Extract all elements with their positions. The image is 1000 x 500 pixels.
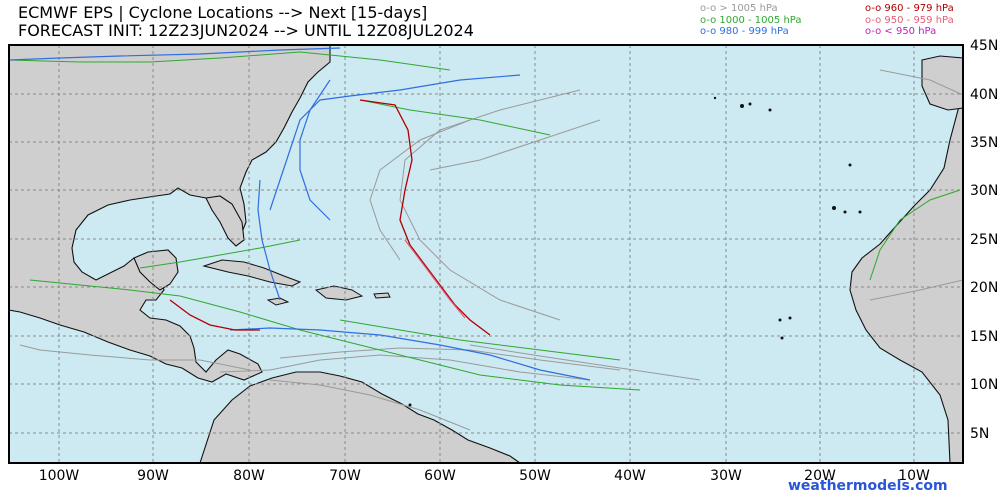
lat-label-35n: 35N (970, 135, 998, 151)
lon-label-90w: 90W (137, 468, 169, 484)
land-south-america (199, 371, 522, 464)
brand-watermark[interactable]: weathermodels.com (788, 478, 948, 494)
legend-entry-960-979: o-o 960 - 979 hPa (865, 3, 954, 14)
latitude-labels: 45N 40N 35N 30N 25N 20N 15N 10N 5N (970, 38, 998, 442)
tracks-960-979 (169, 99, 491, 336)
lon-label-40w: 40W (614, 468, 646, 484)
land-cuba (202, 259, 302, 287)
lat-label-25n: 25N (970, 232, 998, 248)
lat-label-45n: 45N (970, 38, 998, 54)
legend-entry-1000-1005: o-o 1000 - 1005 hPa (700, 14, 802, 26)
lon-label-70w: 70W (329, 468, 361, 484)
legend-entry-gt1005: o-o > 1005 hPa (700, 3, 778, 14)
legend-entry-980-999: o-o 980 - 999 hPa (700, 26, 789, 37)
land-hispaniola (314, 285, 364, 301)
map-grid (9, 45, 963, 463)
lon-label-100w: 100W (39, 468, 80, 484)
land-florida (205, 195, 245, 247)
tracks-gt1005 (19, 69, 964, 431)
title-line-1: ECMWF EPS | Cyclone Locations --> Next [… (18, 3, 428, 22)
lat-label-30n: 30N (970, 183, 998, 199)
land-north-america (8, 44, 331, 383)
legend-entry-lt950: o-o < 950 hPa (865, 26, 937, 37)
land-jamaica (266, 297, 290, 306)
land-yucatan (133, 249, 179, 291)
land-iberia (921, 55, 964, 111)
lat-label-40n: 40N (970, 87, 998, 103)
lat-label-5n: 5N (970, 426, 989, 442)
lat-label-10n: 10N (970, 377, 998, 393)
land-africa (849, 45, 964, 464)
pressure-legend-left: o-o > 1005 hPa o-o 1000 - 1005 hPa o-o 9… (700, 3, 801, 38)
legend-entry-950-959: o-o 950 - 959 hPa (865, 14, 954, 26)
chart-title: ECMWF EPS | Cyclone Locations --> Next [… (18, 4, 474, 40)
tracks-1000-1005 (8, 51, 961, 391)
lon-label-80w: 80W (233, 468, 265, 484)
lon-label-10w: 10W (898, 468, 930, 484)
lat-label-15n: 15N (970, 329, 998, 345)
map-frame (8, 44, 964, 464)
island-dots (408, 96, 862, 407)
title-line-2: FORECAST INIT: 12Z23JUN2024 --> UNTIL 12… (18, 21, 474, 40)
pressure-legend-right: o-o 960 - 979 hPa o-o 950 - 959 hPa o-o … (865, 3, 954, 38)
lat-label-20n: 20N (970, 280, 998, 296)
land-puerto-rico (373, 292, 391, 299)
lon-label-60w: 60W (424, 468, 456, 484)
lon-label-30w: 30W (710, 468, 742, 484)
lon-label-20w: 20W (804, 468, 836, 484)
tracks-950-959 (404, 239, 466, 319)
lon-label-50w: 50W (519, 468, 551, 484)
longitude-labels: 100W 90W 80W 70W 60W 50W 40W 30W 20W 10W (39, 468, 930, 484)
tracks-980-999 (8, 47, 591, 381)
